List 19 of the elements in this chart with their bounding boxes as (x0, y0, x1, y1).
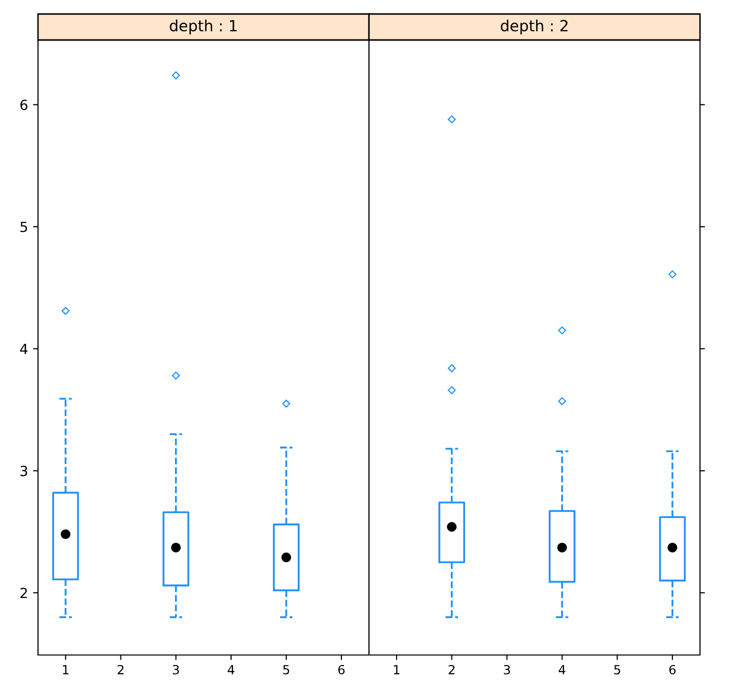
x-tick-label: 2 (448, 664, 454, 674)
x-tick-label: 4 (228, 665, 234, 674)
x-tick-label: 4 (558, 665, 566, 674)
x-tick-label: 2 (118, 664, 124, 674)
x-tick-label: 6 (669, 664, 676, 674)
x-tick-label: 6 (338, 664, 345, 674)
x-tick-label: 1 (394, 665, 400, 674)
y-tick-label: 5 (20, 222, 28, 232)
chart-title: depth : 2 (500, 20, 568, 34)
x-tick-label: 3 (504, 664, 510, 674)
x-tick-label: 3 (172, 664, 179, 674)
y-tick-label: 6 (20, 100, 28, 110)
x-tick-label: 5 (614, 665, 620, 674)
x-tick-label: 5 (283, 665, 290, 674)
chart-title: depth : 1 (170, 20, 237, 34)
y-tick-label: 4 (20, 344, 28, 354)
y-tick-label: 3 (20, 466, 28, 476)
y-tick-label: 2 (20, 588, 27, 598)
x-tick-label: 1 (62, 665, 68, 674)
